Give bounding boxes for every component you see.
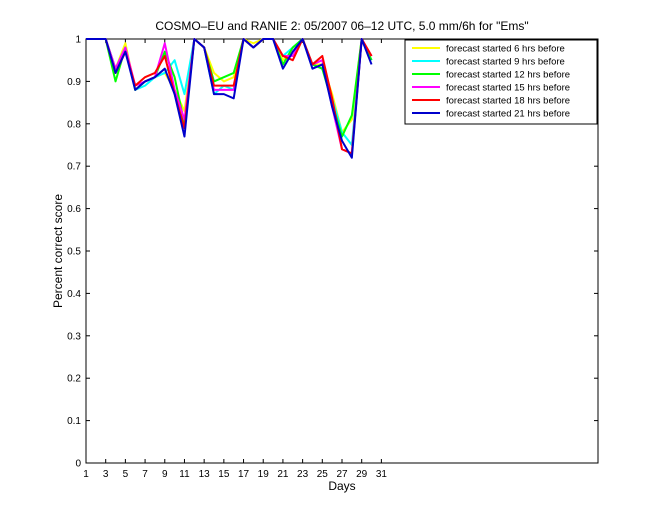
y-tick-label: 0.1 <box>67 416 81 427</box>
x-tick-label: 3 <box>103 469 109 480</box>
x-tick-label: 25 <box>317 469 329 480</box>
legend-label-6: forecast started 21 hrs before <box>446 109 570 120</box>
x-tick-label: 1 <box>83 469 89 480</box>
x-tick-label: 31 <box>376 469 388 480</box>
x-tick-label: 21 <box>277 469 289 480</box>
legend-label-4: forecast started 15 hrs before <box>446 83 570 94</box>
x-tick-label: 17 <box>238 469 250 480</box>
y-tick-label: 0.5 <box>67 247 81 258</box>
series-lines <box>86 38 373 159</box>
y-tick-label: 0 <box>75 459 81 470</box>
legend-label-3: forecast started 12 hrs before <box>446 70 570 81</box>
x-axis-label: Days <box>328 479 355 493</box>
legend-label-2: forecast started 9 hrs before <box>446 57 565 68</box>
x-axis: 1 3 5 7 9 11 13 15 17 19 21 23 25 27 29 31 <box>83 39 387 480</box>
legend-label-1: forecast started 6 hrs before <box>446 44 565 55</box>
y-tick-label: 0.7 <box>67 162 81 173</box>
x-tick-label: 5 <box>123 469 129 480</box>
y-tick-label: 0.9 <box>67 77 81 88</box>
x-tick-label: 27 <box>336 469 348 480</box>
x-tick-label: 11 <box>179 469 190 480</box>
y-axis: 0 0.1 0.2 0.3 0.4 0.5 0.6 0.7 0.8 0.9 1 <box>67 35 598 470</box>
series-line-6 <box>86 38 373 159</box>
legend-label-5: forecast started 18 hrs before <box>446 96 570 107</box>
x-tick-label: 9 <box>162 469 168 480</box>
x-tick-label: 23 <box>297 469 309 480</box>
y-tick-label: 0.8 <box>67 119 81 130</box>
x-tick-label: 29 <box>356 469 368 480</box>
x-tick-label: 7 <box>142 469 148 480</box>
y-tick-label: 0.3 <box>67 331 81 342</box>
legend-box <box>404 39 598 125</box>
y-tick-label: 1 <box>75 35 81 46</box>
x-tick-label: 19 <box>258 469 270 480</box>
y-axis-label: Percent correct score <box>51 194 65 308</box>
y-tick-label: 0.2 <box>67 374 81 385</box>
legend-items: forecast started 6 hrs before forecast st… <box>412 44 570 120</box>
y-tick-label: 0.4 <box>67 289 81 300</box>
x-tick-label: 13 <box>199 469 211 480</box>
x-tick-label: 15 <box>218 469 230 480</box>
chart-title: COSMO–EU and RANIE 2: 05/2007 06–12 UTC,… <box>155 19 528 33</box>
y-tick-label: 0.6 <box>67 204 81 215</box>
legend: forecast started 6 hrs before forecast st… <box>404 39 598 125</box>
